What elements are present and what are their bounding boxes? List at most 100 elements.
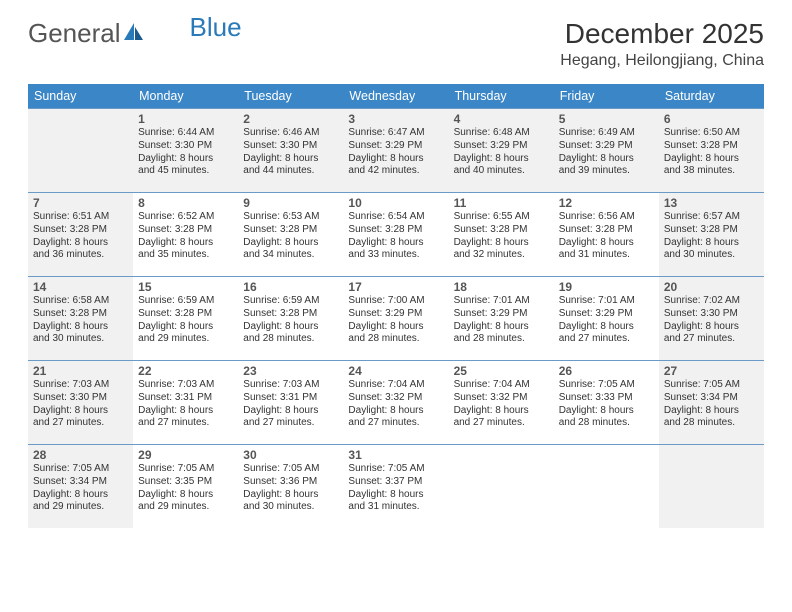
day-number: 21 (33, 364, 128, 378)
sunset-text: Sunset: 3:30 PM (664, 308, 759, 321)
sunrise-text: Sunrise: 7:05 AM (243, 463, 338, 476)
sunrise-text: Sunrise: 7:00 AM (348, 295, 443, 308)
calendar-cell: 27Sunrise: 7:05 AMSunset: 3:34 PMDayligh… (659, 360, 764, 444)
sunrise-text: Sunrise: 7:04 AM (348, 379, 443, 392)
sunrise-text: Sunrise: 7:03 AM (33, 379, 128, 392)
daylight2-text: and 30 minutes. (243, 501, 338, 514)
sunset-text: Sunset: 3:28 PM (33, 308, 128, 321)
sunset-text: Sunset: 3:34 PM (33, 476, 128, 489)
sunrise-text: Sunrise: 6:44 AM (138, 127, 233, 140)
daylight2-text: and 27 minutes. (454, 417, 549, 430)
calendar-cell: 21Sunrise: 7:03 AMSunset: 3:30 PMDayligh… (28, 360, 133, 444)
sunset-text: Sunset: 3:31 PM (138, 392, 233, 405)
daylight2-text: and 27 minutes. (243, 417, 338, 430)
daylight1-text: Daylight: 8 hours (33, 489, 128, 502)
daylight2-text: and 27 minutes. (138, 417, 233, 430)
day-number: 17 (348, 280, 443, 294)
sunrise-text: Sunrise: 6:54 AM (348, 211, 443, 224)
day-number: 3 (348, 112, 443, 126)
sunset-text: Sunset: 3:30 PM (243, 140, 338, 153)
sunset-text: Sunset: 3:29 PM (559, 140, 654, 153)
calendar-cell: 17Sunrise: 7:00 AMSunset: 3:29 PMDayligh… (343, 276, 448, 360)
daylight1-text: Daylight: 8 hours (348, 237, 443, 250)
sunset-text: Sunset: 3:36 PM (243, 476, 338, 489)
day-header-tue: Tuesday (238, 84, 343, 108)
daylight1-text: Daylight: 8 hours (559, 321, 654, 334)
day-number: 31 (348, 448, 443, 462)
calendar-cell: 6Sunrise: 6:50 AMSunset: 3:28 PMDaylight… (659, 108, 764, 192)
daylight1-text: Daylight: 8 hours (33, 405, 128, 418)
day-number: 25 (454, 364, 549, 378)
sunset-text: Sunset: 3:28 PM (243, 224, 338, 237)
sunset-text: Sunset: 3:28 PM (138, 308, 233, 321)
sunset-text: Sunset: 3:28 PM (454, 224, 549, 237)
daylight2-text: and 29 minutes. (138, 333, 233, 346)
calendar-cell: 24Sunrise: 7:04 AMSunset: 3:32 PMDayligh… (343, 360, 448, 444)
day-number: 28 (33, 448, 128, 462)
sunrise-text: Sunrise: 7:04 AM (454, 379, 549, 392)
day-number: 22 (138, 364, 233, 378)
sunrise-text: Sunrise: 7:01 AM (559, 295, 654, 308)
sunset-text: Sunset: 3:30 PM (33, 392, 128, 405)
daylight2-text: and 28 minutes. (559, 417, 654, 430)
daylight1-text: Daylight: 8 hours (243, 405, 338, 418)
month-title: December 2025 (560, 18, 764, 50)
sunset-text: Sunset: 3:29 PM (348, 140, 443, 153)
calendar-cell: 5Sunrise: 6:49 AMSunset: 3:29 PMDaylight… (554, 108, 659, 192)
day-header-row: Sunday Monday Tuesday Wednesday Thursday… (28, 84, 764, 108)
calendar-cell: 12Sunrise: 6:56 AMSunset: 3:28 PMDayligh… (554, 192, 659, 276)
daylight2-text: and 28 minutes. (243, 333, 338, 346)
calendar-cell: 4Sunrise: 6:48 AMSunset: 3:29 PMDaylight… (449, 108, 554, 192)
daylight1-text: Daylight: 8 hours (664, 237, 759, 250)
day-number: 4 (454, 112, 549, 126)
sunrise-text: Sunrise: 6:48 AM (454, 127, 549, 140)
day-header-sun: Sunday (28, 84, 133, 108)
header: General Blue December 2025 Hegang, Heilo… (0, 0, 792, 78)
daylight1-text: Daylight: 8 hours (243, 237, 338, 250)
location: Hegang, Heilongjiang, China (560, 52, 764, 70)
logo: General Blue (28, 18, 242, 49)
sunset-text: Sunset: 3:33 PM (559, 392, 654, 405)
day-number: 2 (243, 112, 338, 126)
sunrise-text: Sunrise: 7:03 AM (243, 379, 338, 392)
daylight1-text: Daylight: 8 hours (33, 321, 128, 334)
sunset-text: Sunset: 3:29 PM (454, 140, 549, 153)
day-number: 9 (243, 196, 338, 210)
day-number: 24 (348, 364, 443, 378)
calendar-cell: 28Sunrise: 7:05 AMSunset: 3:34 PMDayligh… (28, 444, 133, 528)
daylight1-text: Daylight: 8 hours (454, 321, 549, 334)
calendar-cell: 3Sunrise: 6:47 AMSunset: 3:29 PMDaylight… (343, 108, 448, 192)
sunset-text: Sunset: 3:37 PM (348, 476, 443, 489)
calendar-cell: 14Sunrise: 6:58 AMSunset: 3:28 PMDayligh… (28, 276, 133, 360)
sunrise-text: Sunrise: 7:05 AM (664, 379, 759, 392)
daylight1-text: Daylight: 8 hours (348, 153, 443, 166)
calendar-cell: 2Sunrise: 6:46 AMSunset: 3:30 PMDaylight… (238, 108, 343, 192)
day-number: 11 (454, 196, 549, 210)
sunrise-text: Sunrise: 6:47 AM (348, 127, 443, 140)
sunset-text: Sunset: 3:28 PM (33, 224, 128, 237)
daylight2-text: and 28 minutes. (348, 333, 443, 346)
daylight1-text: Daylight: 8 hours (138, 321, 233, 334)
sunset-text: Sunset: 3:30 PM (138, 140, 233, 153)
calendar-cell: 25Sunrise: 7:04 AMSunset: 3:32 PMDayligh… (449, 360, 554, 444)
day-number: 19 (559, 280, 654, 294)
daylight2-text: and 44 minutes. (243, 165, 338, 178)
daylight2-text: and 34 minutes. (243, 249, 338, 262)
daylight2-text: and 35 minutes. (138, 249, 233, 262)
daylight2-text: and 45 minutes. (138, 165, 233, 178)
day-number: 15 (138, 280, 233, 294)
daylight1-text: Daylight: 8 hours (138, 153, 233, 166)
daylight2-text: and 40 minutes. (454, 165, 549, 178)
day-header-fri: Friday (554, 84, 659, 108)
daylight1-text: Daylight: 8 hours (348, 489, 443, 502)
calendar-cell: 9Sunrise: 6:53 AMSunset: 3:28 PMDaylight… (238, 192, 343, 276)
daylight1-text: Daylight: 8 hours (348, 321, 443, 334)
calendar-cell: 19Sunrise: 7:01 AMSunset: 3:29 PMDayligh… (554, 276, 659, 360)
calendar-cell: 15Sunrise: 6:59 AMSunset: 3:28 PMDayligh… (133, 276, 238, 360)
daylight1-text: Daylight: 8 hours (348, 405, 443, 418)
daylight2-text: and 38 minutes. (664, 165, 759, 178)
sunrise-text: Sunrise: 7:02 AM (664, 295, 759, 308)
sunrise-text: Sunrise: 6:57 AM (664, 211, 759, 224)
sunrise-text: Sunrise: 6:51 AM (33, 211, 128, 224)
calendar-cell: 1Sunrise: 6:44 AMSunset: 3:30 PMDaylight… (133, 108, 238, 192)
